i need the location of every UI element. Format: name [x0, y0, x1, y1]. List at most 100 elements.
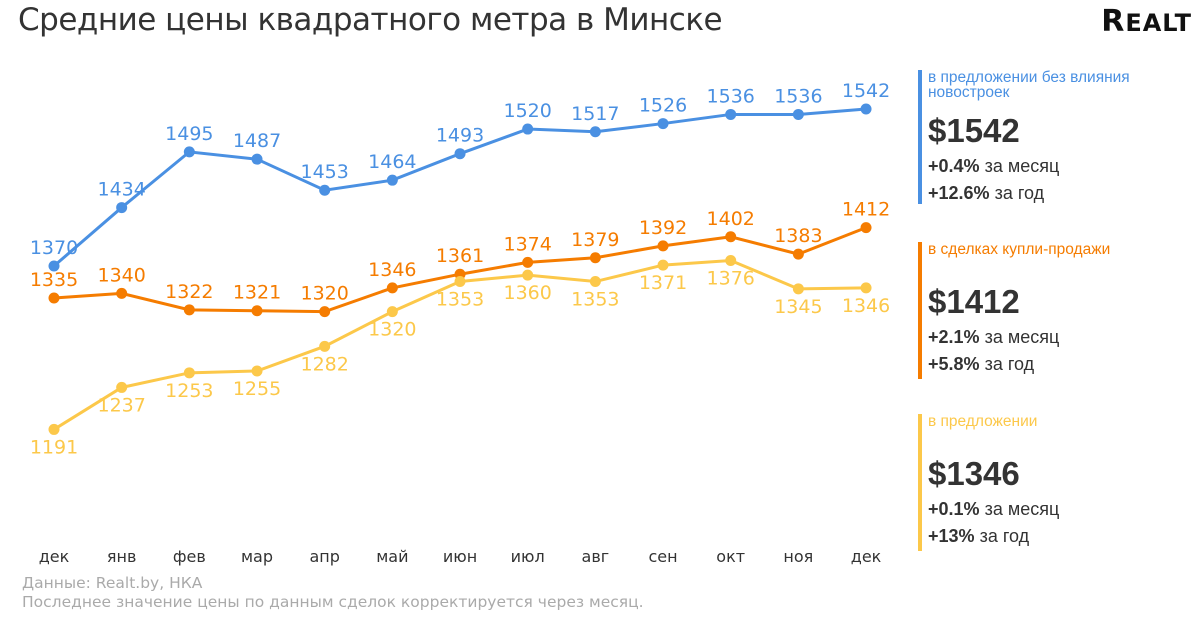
data-label: 1360	[504, 282, 552, 304]
data-label: 1320	[368, 319, 416, 341]
x-tick-label: сен	[648, 547, 677, 566]
data-label: 1520	[504, 100, 552, 122]
footnote: Последнее значение цены по данным сделок…	[22, 593, 644, 611]
data-label: 1376	[707, 268, 755, 290]
panel-label: в предложении без влияния новостроек	[928, 69, 1130, 101]
x-tick-label: июл	[511, 547, 545, 566]
data-point	[657, 240, 669, 252]
data-label: 1379	[571, 229, 619, 251]
data-label: 1340	[97, 264, 145, 286]
data-point	[657, 259, 669, 271]
data-point	[522, 123, 534, 135]
data-label: 1345	[774, 296, 822, 318]
panel-value: $1412	[928, 283, 1020, 320]
data-label: 1370	[30, 237, 78, 259]
data-point	[725, 255, 737, 267]
data-label: 1536	[707, 85, 755, 107]
year-text: за год	[979, 526, 1030, 546]
data-point	[792, 248, 804, 260]
x-tick-label: апр	[309, 547, 339, 566]
panel-value: $1542	[928, 112, 1020, 149]
data-label: 1282	[301, 353, 349, 375]
data-point	[48, 260, 60, 272]
data-label: 1526	[639, 95, 687, 117]
data-point	[386, 282, 398, 294]
data-label: 1255	[233, 378, 281, 400]
data-point	[860, 282, 872, 294]
data-point	[522, 256, 534, 268]
data-label: 1361	[436, 245, 484, 267]
data-label: 1335	[30, 269, 78, 291]
data-label: 1353	[571, 289, 619, 311]
data-point	[319, 184, 331, 196]
data-label: 1346	[842, 295, 890, 317]
data-point	[522, 269, 534, 281]
data-label: 1371	[639, 272, 687, 294]
data-point	[251, 305, 263, 317]
data-label: 1434	[97, 179, 145, 201]
data-label: 1353	[436, 289, 484, 311]
year-text: за год	[994, 183, 1045, 203]
data-point	[319, 306, 331, 318]
data-label: 1383	[774, 225, 822, 247]
data-label: 1464	[368, 151, 416, 173]
data-point	[319, 340, 331, 352]
data-label: 1536	[774, 85, 822, 107]
data-label: 1453	[301, 161, 349, 183]
panel-deals: в сделках купли-продажи $1412 +2.1% за м…	[918, 242, 1198, 379]
x-tick-label: фев	[173, 547, 206, 566]
data-point	[657, 118, 669, 130]
x-tick-label: июн	[443, 547, 477, 566]
data-label: 1392	[639, 217, 687, 239]
data-label: 1191	[30, 436, 78, 458]
data-point	[183, 367, 195, 379]
month-change: +0.1%	[928, 499, 980, 519]
data-label: 1374	[504, 233, 552, 255]
data-label: 1346	[368, 259, 416, 281]
x-tick-label: дек	[39, 547, 70, 566]
data-label: 1402	[707, 208, 755, 230]
data-point	[48, 423, 60, 435]
data-point	[386, 306, 398, 318]
data-label: 1322	[165, 281, 213, 303]
data-point	[183, 304, 195, 316]
data-point	[792, 283, 804, 295]
x-tick-label: янв	[107, 547, 137, 566]
x-tick-label: мар	[241, 547, 273, 566]
year-change: +5.8%	[928, 354, 980, 374]
data-label: 1321	[233, 282, 281, 304]
data-point	[386, 174, 398, 186]
panel-offers-no-new: в предложении без влияния новостроек $15…	[918, 70, 1198, 204]
source-note: Данные: Realt.by, НКА Последнее значение…	[22, 574, 644, 612]
month-text: за месяц	[984, 327, 1060, 347]
data-label: 1495	[165, 123, 213, 145]
data-point	[454, 276, 466, 288]
data-point	[116, 202, 128, 214]
data-label: 1487	[233, 130, 281, 152]
data-point	[860, 222, 872, 234]
month-text: за месяц	[984, 156, 1060, 176]
x-tick-label: окт	[716, 547, 745, 566]
data-label: 1493	[436, 125, 484, 147]
year-text: за год	[984, 354, 1035, 374]
data-point	[725, 108, 737, 120]
data-point	[116, 287, 128, 299]
realt-logo: REALT	[1101, 4, 1192, 39]
data-point	[251, 153, 263, 165]
data-label: 1412	[842, 199, 890, 221]
month-change: +0.4%	[928, 156, 980, 176]
panel-label: в предложении	[928, 413, 1038, 430]
data-point	[251, 365, 263, 377]
data-point	[725, 231, 737, 243]
data-point	[183, 146, 195, 158]
data-label: 1320	[301, 283, 349, 305]
data-label: 1237	[97, 394, 145, 416]
data-point	[589, 126, 601, 138]
data-point	[792, 108, 804, 120]
x-tick-label: авг	[582, 547, 610, 566]
data-point	[454, 148, 466, 160]
chart-title: Средние цены квадратного метра в Минске	[18, 2, 723, 38]
panel-value: $1346	[928, 455, 1020, 492]
data-label: 1253	[165, 380, 213, 402]
x-tick-label: дек	[851, 547, 882, 566]
